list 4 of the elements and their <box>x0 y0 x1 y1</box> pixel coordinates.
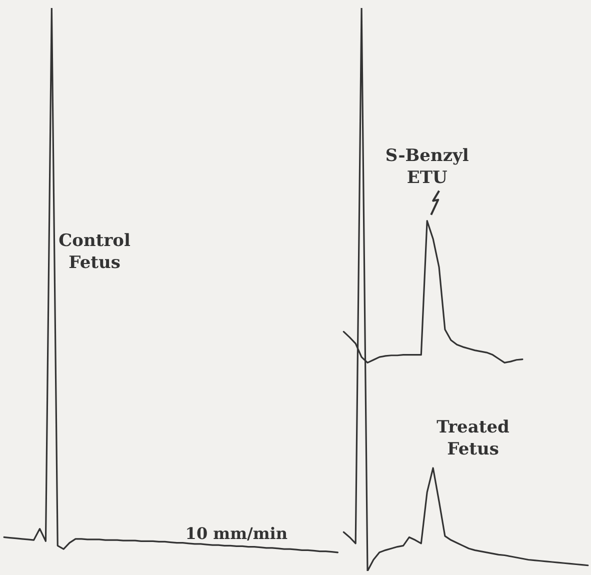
text: S-Benzyl ETU <box>385 146 470 188</box>
series-label: Treated Fetus <box>436 417 510 460</box>
series-label: Control Fetus <box>58 230 132 273</box>
annotation: 10 mm/min <box>185 524 288 543</box>
